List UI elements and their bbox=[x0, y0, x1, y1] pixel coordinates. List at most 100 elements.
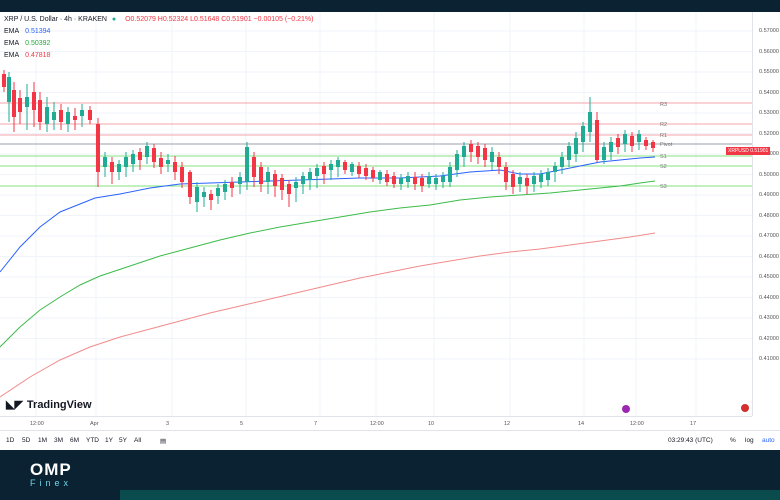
candle-body bbox=[7, 77, 11, 102]
candle-body bbox=[223, 184, 227, 192]
range-1m-button[interactable]: 1M bbox=[38, 437, 48, 444]
pivot-label-s2: S2 bbox=[660, 164, 667, 170]
flag-icon[interactable] bbox=[741, 404, 749, 412]
tradingview-logo[interactable]: ◣◤ TradingView bbox=[6, 398, 92, 412]
candle-body bbox=[525, 178, 529, 186]
candle-body bbox=[448, 167, 452, 182]
candle-body bbox=[595, 120, 599, 160]
price-axis[interactable]: 0.57000 0.56000 0.55000 0.54000 0.53000 0.520… bbox=[752, 12, 780, 416]
candle-body bbox=[96, 124, 100, 172]
time-axis-label: 5 bbox=[240, 421, 244, 427]
last-price-tag: XRPUSD 0.51901 bbox=[726, 147, 771, 155]
candle-body bbox=[2, 74, 6, 87]
chart-svg[interactable]: R3 R2 R1 Pivot S1 S2 S3 bbox=[0, 12, 752, 416]
footer-banner: OMP Finex bbox=[0, 450, 780, 500]
ema-green-line bbox=[0, 180, 656, 348]
bottom-toolbar: 1D 5D 1M 3M 6M YTD 1Y 5Y All ▤ 03:29:43 … bbox=[0, 430, 780, 451]
candle-body bbox=[280, 178, 284, 190]
candle-body bbox=[80, 110, 84, 116]
range-5d-button[interactable]: 5D bbox=[22, 437, 31, 444]
candle-body bbox=[329, 164, 333, 170]
candle-body bbox=[427, 176, 431, 184]
clock-time[interactable]: 03:29:43 (UTC) bbox=[668, 437, 713, 444]
time-axis-label: 12 bbox=[504, 421, 511, 427]
price-tag-value: 0.51901 bbox=[750, 148, 769, 154]
auto-toggle[interactable]: auto bbox=[762, 437, 775, 444]
candle-body bbox=[52, 112, 56, 120]
range-1d-button[interactable]: 1D bbox=[6, 437, 15, 444]
candle-body bbox=[546, 172, 550, 180]
ema-label: EMA bbox=[4, 28, 20, 35]
range-1y-button[interactable]: 1Y bbox=[105, 437, 113, 444]
candle-body bbox=[371, 170, 375, 178]
candle-body bbox=[195, 187, 199, 202]
candle-body bbox=[38, 100, 42, 122]
candle-body bbox=[266, 172, 270, 182]
price-axis-label: 0.56000 bbox=[759, 48, 779, 55]
candle-body bbox=[497, 157, 501, 167]
candle-body bbox=[623, 134, 627, 144]
candle-body bbox=[574, 138, 578, 154]
candle-body bbox=[483, 148, 487, 160]
candle-body bbox=[32, 92, 36, 110]
pivot-label-s1: S1 bbox=[660, 154, 667, 160]
candle-body bbox=[651, 142, 655, 148]
candle-body bbox=[245, 147, 249, 182]
price-axis-label: 0.45000 bbox=[759, 274, 779, 280]
omp-finex-logo[interactable]: OMP Finex bbox=[30, 460, 72, 488]
candle-body bbox=[159, 158, 163, 167]
candle-body bbox=[18, 98, 22, 112]
tradingview-wordmark: TradingView bbox=[26, 398, 92, 411]
ema-row-2[interactable]: EMA 0.50392 bbox=[4, 40, 50, 47]
candle-body bbox=[518, 177, 522, 184]
candle-body bbox=[66, 112, 70, 124]
ema-value: 0.50392 bbox=[25, 40, 51, 47]
candle-body bbox=[252, 157, 256, 177]
ema-row-1[interactable]: EMA 0.51394 bbox=[4, 28, 50, 35]
range-all-button[interactable]: All bbox=[134, 437, 142, 444]
price-axis-label: 0.44000 bbox=[759, 294, 779, 301]
candle-body bbox=[420, 178, 424, 186]
log-toggle[interactable]: log bbox=[745, 437, 754, 444]
candle-body bbox=[476, 146, 480, 157]
candle-body bbox=[336, 160, 340, 167]
lightning-icon[interactable] bbox=[622, 405, 630, 413]
candle-body bbox=[294, 182, 298, 188]
candle-body bbox=[202, 192, 206, 197]
pivot-label-s3: S3 bbox=[660, 184, 667, 190]
range-ytd-button[interactable]: YTD bbox=[86, 437, 99, 444]
date-range-icon[interactable]: ▤ bbox=[160, 438, 167, 445]
ema-label: EMA bbox=[4, 52, 20, 59]
time-axis[interactable]: 12:00 Apr 3 5 7 12:00 10 12 14 12:00 17 bbox=[0, 416, 752, 431]
symbol-title[interactable]: XRP / U.S. Dollar · 4h · KRAKEN bbox=[4, 16, 107, 23]
candle-body bbox=[12, 90, 16, 117]
time-axis-label: 12:00 bbox=[30, 421, 44, 427]
candle-body bbox=[532, 176, 536, 184]
pivot-label-r2: R2 bbox=[660, 122, 667, 128]
candle-body bbox=[378, 172, 382, 180]
time-axis-label: Apr bbox=[90, 421, 99, 427]
candle-body bbox=[455, 154, 459, 170]
ema-value: 0.47818 bbox=[25, 52, 51, 59]
candle-body bbox=[180, 167, 184, 182]
range-3m-button[interactable]: 3M bbox=[54, 437, 64, 444]
candle-body bbox=[301, 176, 305, 184]
pivot-label-r1: R1 bbox=[660, 133, 667, 139]
candle-body bbox=[441, 176, 445, 182]
candle-body bbox=[273, 174, 277, 186]
candle-body bbox=[343, 162, 347, 170]
candle-body bbox=[406, 176, 410, 182]
tradingview-icon: ◣◤ bbox=[6, 399, 23, 411]
ema-red-line bbox=[0, 232, 656, 398]
range-6m-button[interactable]: 6M bbox=[70, 437, 80, 444]
ema-row-3[interactable]: EMA 0.47818 bbox=[4, 52, 50, 59]
chart-container[interactable]: R3 R2 R1 Pivot S1 S2 S3 XRP / U.S. Dolla… bbox=[0, 12, 780, 450]
percent-toggle[interactable]: % bbox=[730, 437, 736, 444]
candle-body bbox=[308, 172, 312, 180]
range-5y-button[interactable]: 5Y bbox=[119, 437, 127, 444]
footer-accent-bar bbox=[120, 490, 780, 500]
candle-body bbox=[385, 174, 389, 182]
candle-body bbox=[553, 166, 557, 172]
candle-body bbox=[322, 166, 326, 174]
